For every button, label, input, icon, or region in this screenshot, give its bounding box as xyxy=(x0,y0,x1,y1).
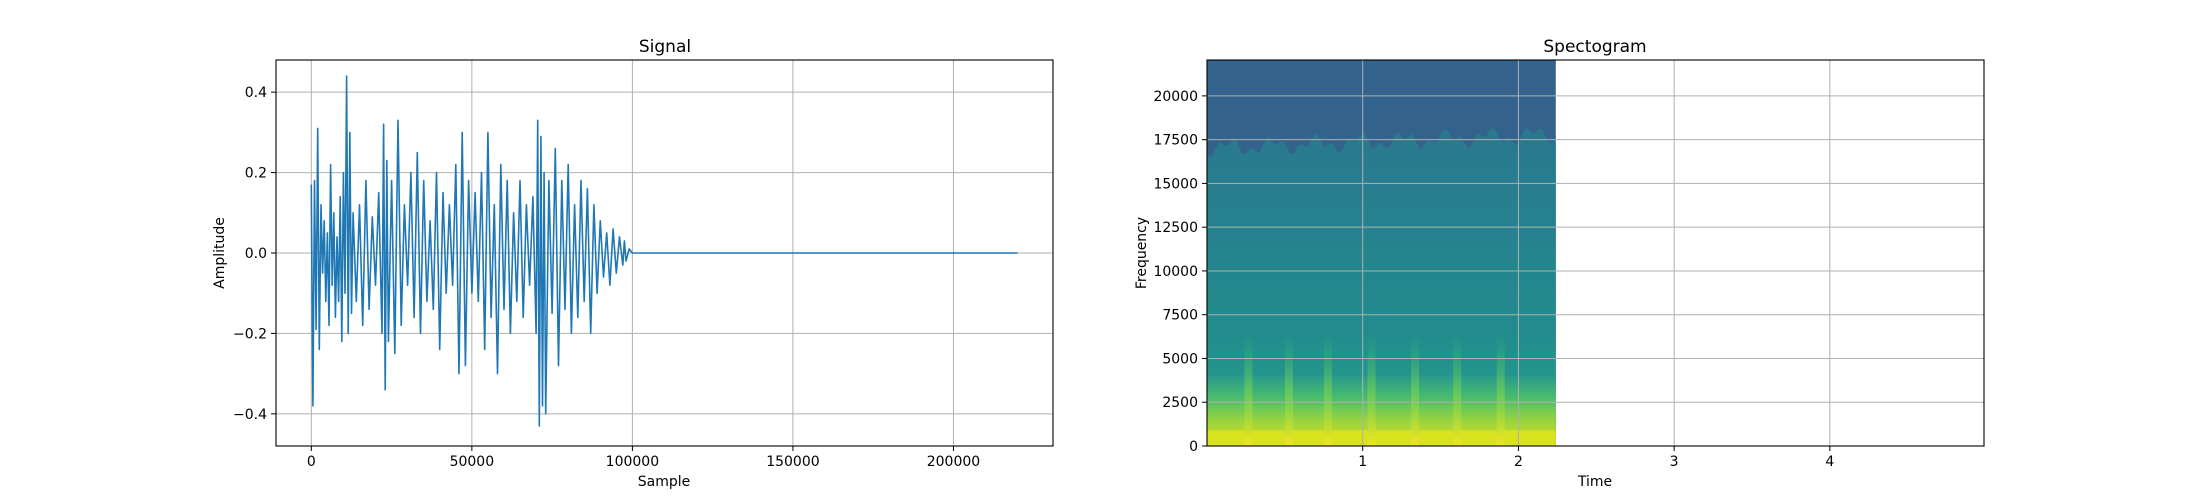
signal-xtick-label: 200000 xyxy=(927,454,980,470)
spectrogram-ytick-label: 5000 xyxy=(1162,351,1198,367)
signal-xtick-label: 100000 xyxy=(606,454,659,470)
signal-xtick-label: 50000 xyxy=(450,454,495,470)
spectrogram-onset-burst xyxy=(1284,332,1293,446)
signal-xtick-label: 0 xyxy=(307,454,316,470)
spectrogram-mid-band xyxy=(1207,128,1556,446)
spectrogram-yellow-strip xyxy=(1207,430,1556,446)
spectrogram-title: Spectogram xyxy=(1543,37,1646,57)
spectrogram-plot-frame xyxy=(1206,59,1985,447)
signal-ytick-label: 0.4 xyxy=(245,85,267,101)
signal-ylabel: Amplitude xyxy=(212,217,228,289)
spectrogram-ytick-label: 20000 xyxy=(1153,89,1198,105)
signal-ytick-label: 0.2 xyxy=(245,166,267,182)
spectrogram-ticks: 1 2 3 4 0 2500 5000 7500 10000 12500 15000 17500 200… xyxy=(1153,89,1834,470)
signal-ytick-label: −0.4 xyxy=(233,407,267,423)
spectrogram-ytick-label: 0 xyxy=(1189,439,1198,455)
spectrogram-ytick-label: 2500 xyxy=(1162,395,1198,411)
spectrogram-xtick-label: 2 xyxy=(1514,454,1523,470)
spectrogram-ylabel: Frequency xyxy=(1134,217,1150,289)
spectrogram-ytick-label: 7500 xyxy=(1162,308,1198,324)
signal-xtick-label: 150000 xyxy=(766,454,819,470)
spectrogram-onset-burst xyxy=(1244,332,1253,446)
spectrogram-ytick-label: 12500 xyxy=(1153,220,1198,236)
spectrogram-xtick-label: 4 xyxy=(1825,454,1834,470)
spectrogram-ytick-label: 10000 xyxy=(1153,264,1198,280)
signal-title: Signal xyxy=(639,37,691,57)
signal-ytick-label: 0.0 xyxy=(245,246,267,262)
spectrogram-onset-burst xyxy=(1323,332,1332,446)
signal-ytick-label: −0.2 xyxy=(233,326,267,342)
spectrogram-chart: Spectogram 1 2 3 4 0 2500 5000 7500 10000 12500 15… xyxy=(1134,37,1985,490)
spectrogram-onset-burst xyxy=(1367,332,1376,446)
spectrogram-onset-burst xyxy=(1411,332,1420,446)
spectrogram-ytick-label: 15000 xyxy=(1153,176,1198,192)
signal-xlabel: Sample xyxy=(638,474,691,490)
spectrogram-onset-burst xyxy=(1496,332,1505,446)
spectrogram-grid xyxy=(1207,60,1984,447)
spectrogram-xtick-label: 1 xyxy=(1358,454,1367,470)
spectrogram-xtick-label: 3 xyxy=(1670,454,1679,470)
spectrogram-ytick-label: 17500 xyxy=(1153,133,1198,149)
spectrogram-image xyxy=(1207,60,1556,446)
spectrogram-onset-burst xyxy=(1453,332,1462,446)
signal-series-line xyxy=(310,75,1018,427)
signal-plot-frame xyxy=(275,59,1054,447)
signal-ticks: 0 50000 100000 150000 200000 −0.4 −0.2 0.0 0.2 0.… xyxy=(233,85,980,470)
signal-chart: Signal 0 50000 100000 150000 200000−0.4−0.20… xyxy=(212,37,1054,490)
spectrogram-xlabel: Time xyxy=(1577,474,1612,490)
